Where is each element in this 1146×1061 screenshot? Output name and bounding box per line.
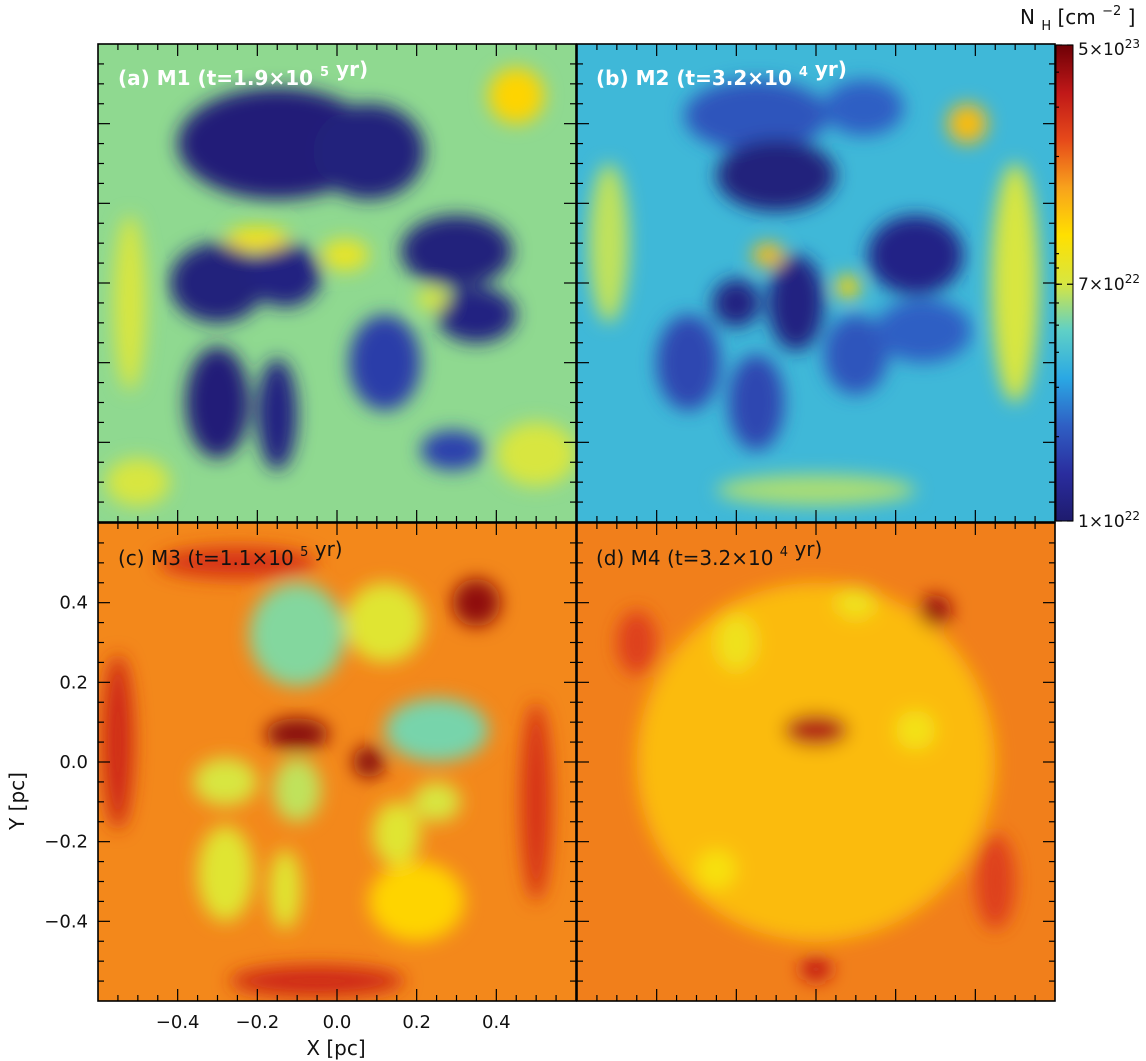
panel-d-density-blob — [835, 586, 876, 619]
panel-b-density-blob — [823, 314, 888, 395]
panel-a-density-blob — [185, 346, 250, 459]
panel-c-density-blob — [157, 546, 318, 579]
panel-c-density-blob — [101, 654, 134, 830]
panel-b-density-blob — [875, 298, 972, 363]
colorbar-tick-labels: 5×1023 7×1022 1×1022 — [1078, 37, 1140, 532]
panel-c-density-blob — [520, 702, 553, 902]
panel-b-density-blob — [716, 139, 836, 212]
panel-c-background — [98, 523, 576, 1001]
panel-d-density-blob — [616, 610, 657, 675]
panel-c-title: (c) M3 (t=1.1×10 5 yr) — [118, 537, 343, 570]
panel-a-density-blob — [169, 243, 266, 323]
panel-b-density-blob — [823, 79, 904, 136]
panel-a-density-blob — [105, 458, 170, 507]
panel-a-density-blob — [488, 67, 545, 124]
panel-d-density-blob — [784, 714, 848, 747]
panel-b-title: (b) M2 (t=3.2×10 4 yr) — [596, 57, 847, 90]
panel-d-density-blob — [636, 582, 996, 942]
panel-b-density-blob — [712, 279, 761, 327]
colorbar-title: N H [cm −2 ] — [1020, 0, 1135, 35]
panel-b-density-blob — [867, 215, 964, 295]
panel-c-density-blob — [452, 578, 501, 627]
y-tick-label: −0.2 — [44, 832, 88, 853]
colorbar — [1055, 44, 1074, 522]
panel-c-density-blob — [344, 582, 425, 663]
panel-d-frame — [576, 522, 1056, 1002]
panel-c-density-blob — [265, 718, 330, 751]
panel-d-density-blob — [800, 957, 832, 982]
panel-c-density-blob — [197, 825, 254, 922]
colorbar-tick-label: 5×1023 — [1078, 37, 1140, 60]
x-tick-label: 0.2 — [402, 1012, 431, 1033]
panel-a-frame — [97, 43, 577, 523]
panel-a-density-blob — [113, 215, 146, 391]
panel-a-title: (a) M1 (t=1.9×10 5 yr) — [118, 57, 368, 90]
y-axis-label: Y [pc] — [5, 772, 29, 831]
panel-b-density-blob — [728, 354, 785, 451]
panel-d-density-blob — [696, 849, 737, 890]
panel-a-density-blob — [436, 286, 517, 343]
y-tick-label: −0.4 — [44, 911, 88, 932]
panel-c-frame — [97, 522, 577, 1002]
panel-b-density-blob — [752, 243, 785, 268]
panel-b-density-blob — [835, 275, 860, 299]
x-tick-label: −0.2 — [235, 1012, 279, 1033]
panel-a-density-blob — [400, 215, 513, 287]
panel-c-density-blob — [269, 849, 302, 930]
colorbar-tick-label: 1×1022 — [1078, 509, 1140, 532]
panel-a-density-blob — [420, 430, 485, 471]
panel-a-density-blob — [313, 103, 425, 200]
panel-b-density-blob — [588, 163, 629, 323]
x-tick-label: 0.4 — [482, 1012, 511, 1033]
panel-a-density-blob — [348, 314, 421, 411]
panel-c-density-blob — [273, 758, 322, 822]
y-tick-label: 0.2 — [59, 672, 88, 693]
colorbar-ticks — [1056, 44, 1073, 522]
tick-marks — [98, 44, 1055, 1001]
panel-d-density-blob — [716, 614, 757, 671]
colorbar-tick-label: 7×1022 — [1078, 272, 1140, 295]
panel-d-title: (d) M4 (t=3.2×10 4 yr) — [596, 537, 822, 570]
x-tick-label: −0.4 — [156, 1012, 200, 1033]
panel-c-density-blob — [352, 746, 385, 778]
panel-a-density-blob — [225, 227, 290, 252]
panel-d-density-blob — [919, 594, 952, 627]
x-axis-label: X [pc] — [306, 1036, 365, 1060]
panel-c — [98, 523, 576, 1001]
panel-c-density-blob — [372, 801, 421, 866]
panel-a — [98, 44, 576, 522]
x-tick-labels: −0.4 −0.2 0.0 0.2 0.4 — [156, 1012, 511, 1033]
panel-frames — [97, 43, 1056, 1002]
panel-b-frame — [576, 43, 1056, 523]
panel-a-density-blob — [249, 243, 322, 307]
y-tick-label: 0.0 — [59, 752, 88, 773]
panel-b-density-blob — [768, 255, 824, 351]
panel-c-density-blob — [384, 698, 489, 763]
panel-a-density-blob — [496, 422, 576, 487]
panel-c-density-blob — [249, 582, 345, 687]
panel-c-density-blob — [368, 861, 465, 942]
y-tick-label: 0.4 — [59, 593, 88, 614]
panel-b-density-blob — [684, 79, 828, 152]
panel-a-density-blob — [257, 358, 298, 471]
y-tick-labels: 0.4 0.2 0.0 −0.2 −0.4 — [44, 593, 88, 933]
panel-b-density-blob — [656, 314, 721, 411]
panel-c-density-blob — [412, 781, 461, 822]
panel-b — [577, 44, 1055, 522]
panel-d — [577, 523, 1055, 1001]
panel-d-density-blob — [975, 833, 1016, 930]
panel-b-density-blob — [716, 474, 916, 507]
panel-d-density-blob — [895, 710, 936, 751]
panel-c-density-blob — [193, 758, 258, 806]
x-tick-label: 0.0 — [323, 1012, 352, 1033]
panel-a-density-blob — [321, 239, 369, 272]
panel-c-density-blob — [229, 965, 405, 998]
panel-a-density-blob — [416, 286, 449, 311]
panel-b-density-blob — [947, 103, 988, 144]
panel-b-density-blob — [991, 163, 1040, 403]
